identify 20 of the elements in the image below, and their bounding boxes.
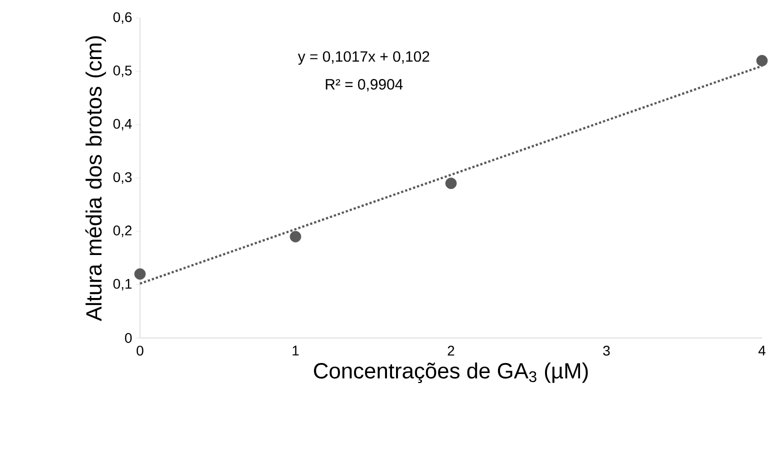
x-tick-label: 1 [292,346,299,356]
point [445,178,457,190]
x-tick-label: 0 [136,346,144,356]
y-tick-label: 0,4 [113,118,132,130]
point [290,230,302,242]
x-tick-label: 2 [448,346,454,356]
y-tick-label: 0 [125,333,132,343]
y-tick-label: 0,1 [113,278,132,290]
annotation: R² = 0,9904 [326,79,403,92]
y-axis-title: Altura média dos brotos (cm) [85,36,106,322]
y-tick-label: 0,6 [113,12,132,24]
annotation: y = 0,1017x + 0,102 [298,51,430,65]
x-tick-label: 4 [758,346,766,356]
point [756,54,768,66]
x-axis-title: Concentrações de GA$_{3}$ (µM) [314,362,588,384]
point [134,268,146,280]
y-tick-label: 0,2 [113,226,132,238]
x-tick-label: 3 [603,346,610,356]
y-tick-label: 0,3 [113,172,132,184]
y-tick-label: 0,5 [113,66,132,78]
